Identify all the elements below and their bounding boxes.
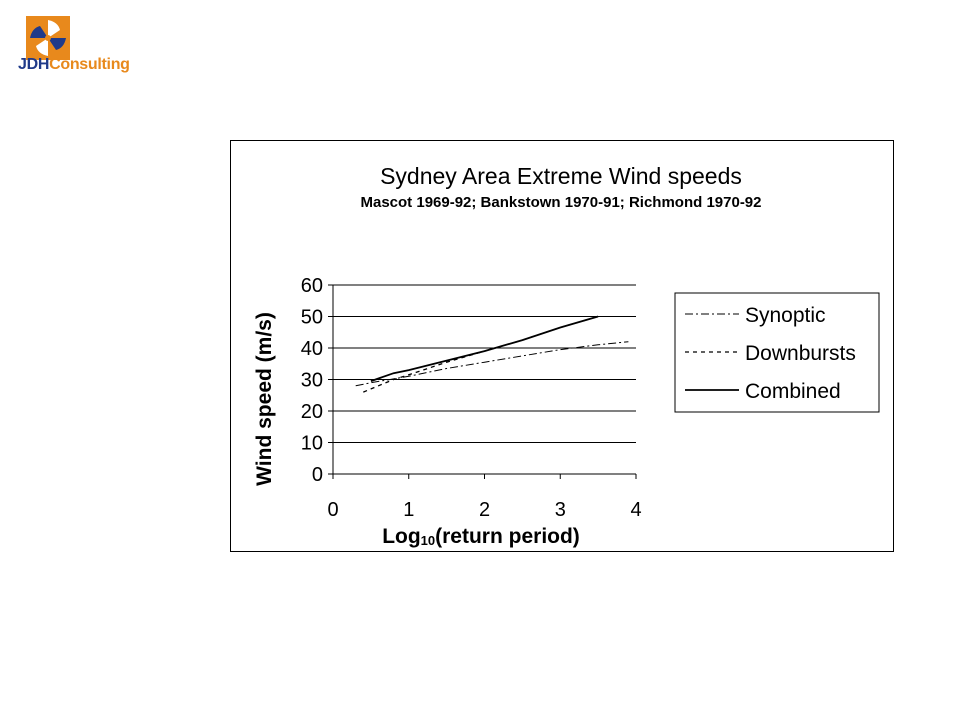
series-line-combined — [370, 315, 599, 382]
y-tick-label-0: 0 — [312, 464, 323, 486]
x-tick-label-2: 2 — [479, 499, 490, 521]
series-line-synoptic — [355, 341, 629, 387]
x-axis-label: Log10(return period) — [382, 525, 580, 548]
x-tick-label-3: 3 — [555, 499, 566, 521]
y-tick-label-50: 50 — [301, 307, 323, 329]
y-tick-label-60: 60 — [301, 275, 323, 297]
grid — [333, 284, 636, 443]
x-axis-label-rest: (return period) — [435, 525, 580, 548]
wind-speed-chart: Sydney Area Extreme Wind speeds Mascot 1… — [253, 163, 880, 548]
legend-label-downbursts: Downbursts — [745, 342, 856, 365]
y-tick-label-20: 20 — [301, 401, 323, 423]
y-tick-label-10: 10 — [301, 433, 323, 455]
chart-subtitle: Mascot 1969-92; Bankstown 1970-91; Richm… — [361, 194, 762, 211]
series-lines — [355, 315, 629, 393]
axes — [328, 284, 637, 479]
legend-label-combined: Combined — [745, 380, 841, 403]
x-tick-label-4: 4 — [630, 499, 641, 521]
x-tick-label-1: 1 — [403, 499, 414, 521]
y-tick-labels: 0 10 20 30 40 50 60 — [301, 275, 323, 486]
x-tick-labels: 0 1 2 3 4 — [327, 499, 641, 521]
x-axis-label-main: Log — [382, 525, 420, 548]
logo-text-jdh: JDH — [18, 56, 50, 73]
y-axis-label: Wind speed (m/s) — [253, 312, 276, 486]
jdh-windmill-logo-icon — [26, 16, 70, 60]
legend-items: Synoptic Downbursts Combined — [685, 304, 856, 403]
y-tick-label-30: 30 — [301, 370, 323, 392]
legend-label-synoptic: Synoptic — [745, 304, 826, 327]
series-line-downbursts — [363, 315, 599, 393]
x-tick-label-0: 0 — [327, 499, 338, 521]
y-tick-label-40: 40 — [301, 338, 323, 360]
logo-text-consulting: Consulting — [49, 56, 130, 73]
logo-wordmark: JDHConsulting — [18, 56, 130, 74]
chart-title: Sydney Area Extreme Wind speeds — [380, 163, 742, 189]
chart-container: Sydney Area Extreme Wind speeds Mascot 1… — [230, 140, 894, 552]
x-axis-label-subscript: 10 — [421, 533, 435, 548]
legend: Synoptic Downbursts Combined — [674, 292, 880, 413]
company-logo: JDHConsulting — [18, 14, 178, 78]
